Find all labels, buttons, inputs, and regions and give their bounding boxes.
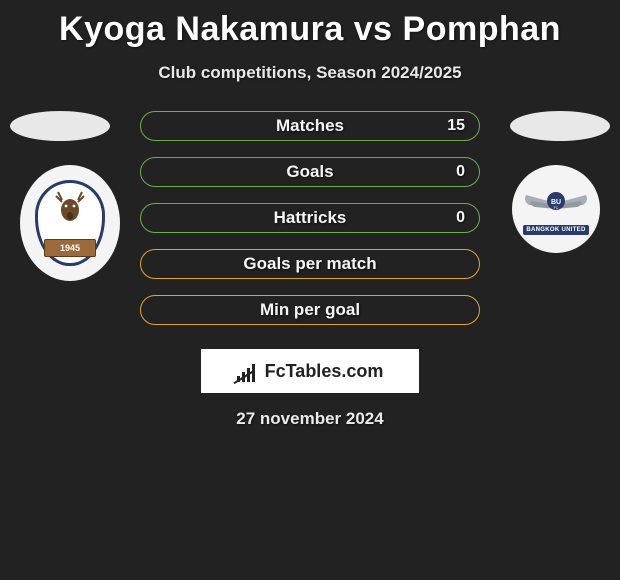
- left-team-badge: 1945: [20, 165, 120, 281]
- founding-year-banner: 1945: [44, 239, 96, 257]
- stat-row-min-per-goal: Min per goal: [140, 295, 480, 325]
- stat-rows-container: Matches 15 Goals 0 Hattricks 0 Goals per…: [140, 111, 480, 341]
- logo-text: FcTables.com: [265, 361, 384, 382]
- stat-label: Hattricks: [274, 208, 347, 228]
- stat-row-hattricks: Hattricks 0: [140, 203, 480, 233]
- stat-value-right: 0: [456, 209, 465, 227]
- stat-label: Min per goal: [260, 300, 360, 320]
- shield-icon: 1945: [35, 180, 105, 266]
- source-logo: FcTables.com: [201, 349, 419, 393]
- stat-row-goals: Goals 0: [140, 157, 480, 187]
- page-title: Kyoga Nakamura vs Pomphan: [0, 0, 620, 49]
- right-team-badge: BU FC BANGKOK UNITED: [512, 165, 600, 253]
- comparison-area: 1945 BU FC BANGKOK UNITED Matches: [0, 111, 620, 331]
- wings-icon: BU FC: [521, 183, 591, 223]
- page-subtitle: Club competitions, Season 2024/2025: [0, 63, 620, 83]
- bars-icon: [237, 360, 261, 382]
- stat-label: Matches: [276, 116, 344, 136]
- deer-icon: [50, 187, 90, 229]
- snapshot-date: 27 november 2024: [0, 409, 620, 429]
- stat-label: Goals: [286, 162, 333, 182]
- club-name-tag: BANGKOK UNITED: [523, 225, 588, 235]
- right-team-emblem: BU FC BANGKOK UNITED: [521, 183, 591, 235]
- left-player-oval: [10, 111, 110, 141]
- stat-label: Goals per match: [243, 254, 376, 274]
- right-player-oval: [510, 111, 610, 141]
- stat-value-right: 0: [456, 163, 465, 181]
- svg-text:BU: BU: [551, 199, 561, 206]
- stat-row-matches: Matches 15: [140, 111, 480, 141]
- stat-row-goals-per-match: Goals per match: [140, 249, 480, 279]
- left-team-emblem: 1945: [35, 180, 105, 266]
- svg-text:FC: FC: [554, 206, 559, 210]
- stat-value-right: 15: [447, 117, 465, 135]
